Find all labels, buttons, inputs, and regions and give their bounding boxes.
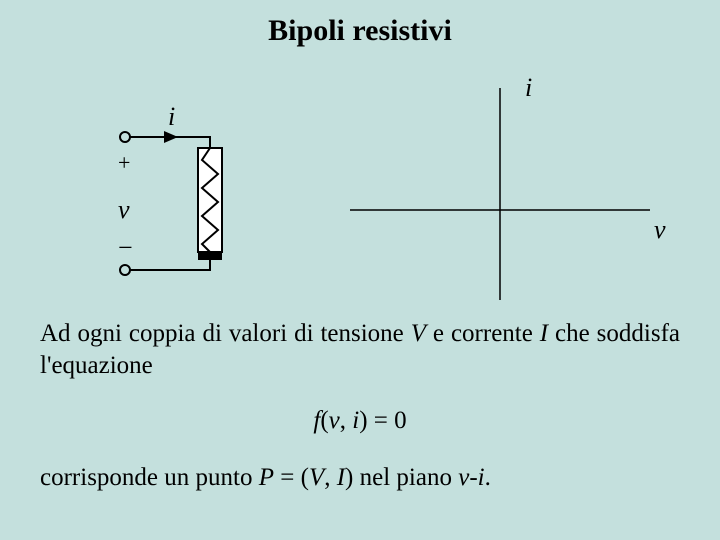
p2-dash: -	[469, 464, 477, 491]
p2-mid: nel piano	[353, 464, 458, 491]
label-plus: +	[118, 150, 130, 175]
wire-bottom	[130, 260, 210, 270]
slide-title: Bipoli resistivi	[0, 14, 720, 48]
paragraph-1: Ad ogni coppia di valori di tensione V e…	[40, 318, 680, 382]
p2-comma: ,	[324, 464, 337, 491]
terminal-top	[120, 132, 130, 142]
eq-v: v	[329, 407, 340, 434]
resistor-base	[198, 252, 222, 260]
p1-pre: Ad ogni coppia di valori di tensione	[40, 320, 411, 347]
vi-axes: i v	[350, 73, 666, 300]
diagram-svg: i + v − i v	[0, 70, 720, 300]
axis-label-v: v	[654, 215, 666, 244]
p2-pre: corrisponde un punto	[40, 464, 259, 491]
terminal-bottom	[120, 265, 130, 275]
eq-lp: (	[320, 407, 328, 434]
equation: f(v, i) = 0	[0, 407, 720, 435]
current-arrow	[164, 131, 178, 143]
p1-I: I	[540, 320, 548, 347]
eq-eq: = 0	[368, 407, 407, 434]
label-current: i	[168, 102, 175, 131]
paragraph-2: corrisponde un punto P = (V, I) nel pian…	[40, 462, 680, 494]
eq-rp: )	[359, 407, 367, 434]
p2-V: V	[309, 464, 324, 491]
p2-I: I	[337, 464, 345, 491]
eq-comma: ,	[340, 407, 353, 434]
circuit-schematic: i + v −	[118, 102, 222, 275]
label-voltage: v	[118, 195, 130, 224]
p2-i: i	[478, 464, 485, 491]
p1-mid: e corrente	[426, 320, 540, 347]
label-minus: −	[118, 233, 133, 262]
axis-label-i: i	[525, 73, 532, 102]
p2-v: v	[458, 464, 469, 491]
p2-eq: = (	[274, 464, 309, 491]
p2-P: P	[259, 464, 274, 491]
p1-V: V	[411, 320, 426, 347]
p2-dot: .	[485, 464, 491, 491]
